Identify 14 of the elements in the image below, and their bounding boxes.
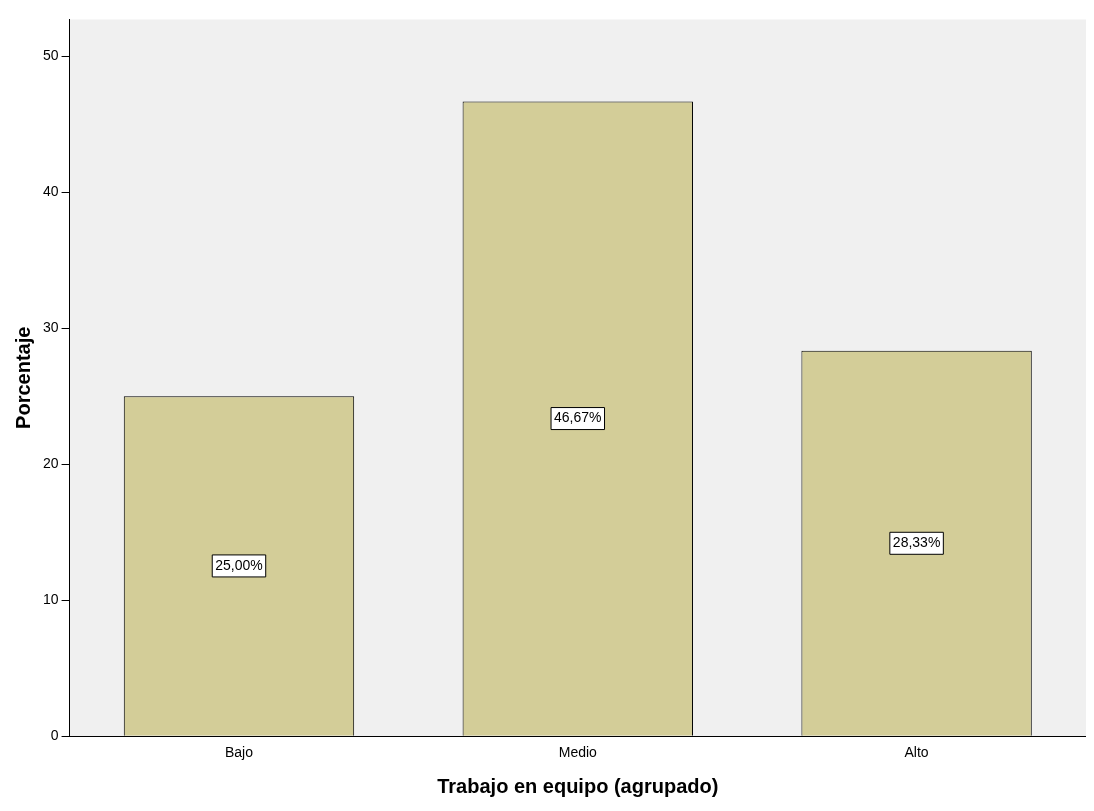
- y-tick-label: 20: [42, 455, 59, 472]
- y-tick-label: 10: [42, 591, 59, 608]
- y-tick-label: 40: [42, 183, 59, 199]
- y-tick-label: 0: [50, 727, 59, 744]
- x-axis-title: Trabajo en equipo (agrupado): [437, 774, 719, 797]
- x-tick-label: Bajo: [224, 744, 254, 761]
- data-label: 28,33%: [892, 534, 941, 551]
- y-axis-title: Porcentaje: [11, 326, 34, 429]
- x-tick-label: Alto: [904, 744, 929, 761]
- x-tick-label: Medio: [558, 744, 598, 761]
- y-tick-label: 30: [42, 319, 59, 336]
- y-tick-label: 50: [42, 46, 59, 63]
- data-label: 25,00%: [215, 556, 263, 573]
- data-label: 46,67%: [554, 409, 602, 426]
